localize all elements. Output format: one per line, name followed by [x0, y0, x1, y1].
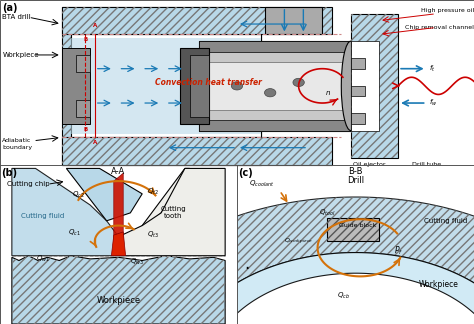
Text: Cutting fluid: Cutting fluid: [424, 218, 467, 224]
Polygon shape: [62, 7, 332, 34]
FancyBboxPatch shape: [351, 14, 398, 158]
Text: $Q_{c1}$: $Q_{c1}$: [68, 228, 81, 238]
Polygon shape: [66, 168, 142, 221]
Circle shape: [231, 82, 243, 90]
Text: $Q_{w1}$: $Q_{w1}$: [36, 253, 50, 264]
Text: Convection heat transfer: Convection heat transfer: [155, 78, 262, 87]
Polygon shape: [114, 173, 123, 256]
FancyBboxPatch shape: [351, 113, 365, 124]
Text: Cutting fluid: Cutting fluid: [21, 213, 64, 219]
Text: $Q_{tool}$: $Q_{tool}$: [319, 208, 336, 218]
Text: Cutting
tooth: Cutting tooth: [160, 206, 186, 219]
FancyBboxPatch shape: [76, 55, 90, 72]
Text: $Q_{cb}$: $Q_{cb}$: [337, 290, 350, 301]
FancyBboxPatch shape: [351, 86, 365, 96]
Text: Guide block: Guide block: [339, 223, 376, 228]
Text: Adiabatic
boundary: Adiabatic boundary: [2, 138, 33, 150]
Text: (c): (c): [238, 168, 253, 179]
Text: Cutting chip: Cutting chip: [7, 181, 50, 187]
Polygon shape: [118, 168, 190, 256]
Text: $Q_{coolant}$: $Q_{coolant}$: [249, 179, 274, 190]
Polygon shape: [12, 256, 225, 324]
Text: Drill: Drill: [347, 176, 364, 185]
FancyBboxPatch shape: [76, 99, 90, 117]
Polygon shape: [201, 253, 474, 322]
Text: $P_f$: $P_f$: [393, 245, 403, 257]
FancyBboxPatch shape: [199, 41, 351, 52]
Text: (b): (b): [1, 168, 18, 179]
Text: Oil ejector: Oil ejector: [354, 162, 386, 168]
FancyBboxPatch shape: [327, 218, 379, 241]
Polygon shape: [71, 34, 261, 137]
Circle shape: [264, 88, 276, 97]
FancyBboxPatch shape: [204, 62, 346, 110]
Text: A-A: A-A: [111, 167, 126, 176]
Text: $Q_{t3}$: $Q_{t3}$: [147, 230, 159, 240]
FancyBboxPatch shape: [62, 48, 90, 124]
Text: High pressure oil: High pressure oil: [421, 8, 474, 13]
Text: Workpiece: Workpiece: [2, 52, 39, 58]
Polygon shape: [118, 168, 225, 256]
FancyBboxPatch shape: [351, 58, 365, 69]
Polygon shape: [12, 168, 118, 256]
Text: A: A: [93, 140, 97, 145]
FancyBboxPatch shape: [265, 7, 322, 34]
FancyBboxPatch shape: [199, 41, 351, 131]
Text: $Q_{workpiece}$: $Q_{workpiece}$: [284, 236, 313, 247]
Text: BTA drill: BTA drill: [2, 14, 31, 20]
Polygon shape: [71, 38, 261, 134]
Text: B: B: [83, 126, 87, 132]
Circle shape: [293, 78, 304, 87]
FancyBboxPatch shape: [190, 55, 209, 117]
Polygon shape: [119, 197, 474, 321]
Text: Chip removal channel: Chip removal channel: [405, 25, 474, 30]
Text: Drill tube: Drill tube: [412, 162, 441, 168]
Text: Workpiece: Workpiece: [419, 280, 458, 289]
Text: A: A: [93, 23, 97, 29]
Text: $f_t$: $f_t$: [429, 64, 436, 74]
Text: $Q_{w3}$: $Q_{w3}$: [130, 257, 145, 267]
Text: B-B: B-B: [348, 167, 363, 176]
FancyBboxPatch shape: [180, 48, 209, 124]
Text: $f_w$: $f_w$: [429, 98, 438, 108]
Text: Workpiece: Workpiece: [96, 296, 141, 305]
Text: $Q_{c2}$: $Q_{c2}$: [72, 190, 85, 200]
Text: $n$: $n$: [325, 89, 331, 97]
Polygon shape: [62, 137, 332, 165]
Ellipse shape: [341, 41, 360, 131]
Polygon shape: [111, 232, 126, 256]
Text: B: B: [83, 37, 87, 42]
Text: (a): (a): [2, 4, 18, 13]
Text: $Q_{t2}$: $Q_{t2}$: [147, 187, 159, 197]
Text: .: .: [244, 255, 249, 273]
FancyBboxPatch shape: [351, 41, 379, 131]
Polygon shape: [62, 7, 261, 165]
FancyBboxPatch shape: [199, 120, 351, 131]
